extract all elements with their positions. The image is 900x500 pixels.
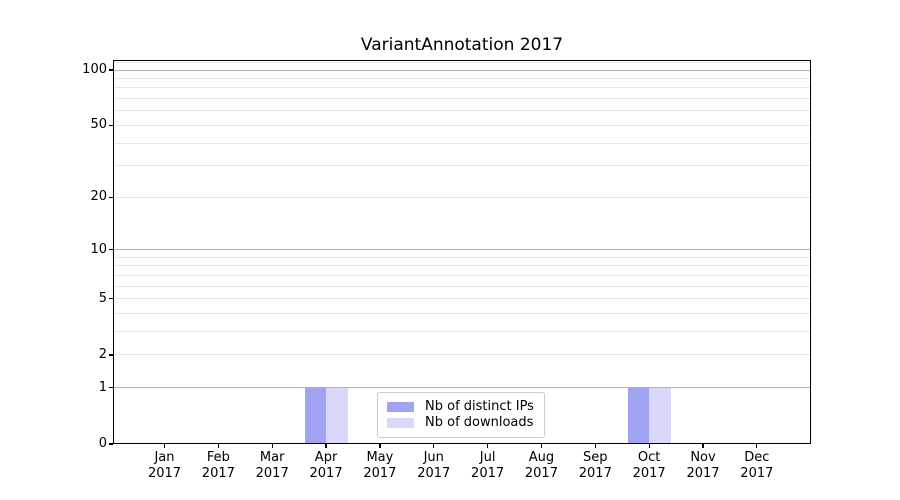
- x-tick-label-mar: Mar 2017: [242, 450, 302, 482]
- x-tick-year: 2017: [632, 466, 666, 481]
- x-tick-month: Dec: [744, 450, 770, 465]
- gridline-minor-5: [113, 298, 811, 300]
- x-tick-month: Apr: [314, 450, 338, 465]
- y-tick-mark-1: [109, 387, 113, 389]
- x-tick-mark-apr: [325, 444, 327, 448]
- legend-item-downloads: Nb of downloads: [387, 416, 536, 430]
- y-tick-mark-20: [109, 196, 113, 198]
- x-tick-year: 2017: [578, 466, 612, 481]
- y-tick-label-100: 100: [82, 62, 107, 78]
- x-tick-label-jan: Jan 2017: [135, 450, 195, 482]
- x-tick-label-apr: Apr 2017: [296, 450, 356, 482]
- x-tick-label-feb: Feb 2017: [188, 450, 248, 482]
- x-tick-label-dec: Dec 2017: [727, 450, 787, 482]
- x-tick-label-nov: Nov 2017: [673, 450, 733, 482]
- legend-label-distinct-ips: Nb of distinct IPs: [425, 399, 534, 414]
- gridline-minor-60: [113, 110, 811, 112]
- x-tick-month: Aug: [528, 450, 555, 465]
- y-tick-label-50: 50: [90, 117, 107, 133]
- gridline-minor-80: [113, 87, 811, 89]
- x-tick-month: Jun: [423, 450, 444, 465]
- x-tick-year: 2017: [524, 466, 558, 481]
- x-tick-mark-mar: [271, 444, 273, 448]
- x-tick-year: 2017: [471, 466, 505, 481]
- y-tick-label-20: 20: [90, 189, 107, 205]
- gridline-minor-110: [113, 61, 811, 63]
- x-tick-month: Jul: [479, 450, 496, 465]
- gridline-minor-6: [113, 285, 811, 287]
- x-tick-month: Mar: [259, 450, 285, 465]
- x-tick-month: May: [366, 450, 394, 465]
- x-tick-label-jul: Jul 2017: [458, 450, 518, 482]
- x-tick-month: Nov: [690, 450, 716, 465]
- chart-title: VariantAnnotation 2017: [360, 35, 564, 55]
- x-tick-mark-aug: [540, 444, 543, 448]
- x-tick-month: Jan: [154, 450, 175, 465]
- gridline-major-100: [113, 69, 811, 71]
- y-tick-mark-5: [109, 298, 113, 300]
- gridline-minor-50: [113, 124, 811, 126]
- x-tick-label-oct: Oct 2017: [619, 450, 679, 482]
- x-tick-mark-nov: [702, 444, 704, 448]
- y-tick-label-0: 0: [98, 436, 107, 451]
- x-tick-year: 2017: [686, 466, 720, 481]
- x-tick-label-jun: Jun 2017: [404, 450, 464, 482]
- legend-swatch-distinct-ips: [387, 402, 414, 412]
- x-tick-mark-dec: [756, 444, 758, 448]
- gridline-minor-7: [113, 274, 811, 276]
- x-tick-mark-oct: [648, 444, 650, 448]
- x-tick-mark-sep: [594, 444, 596, 448]
- x-tick-mark-jan: [163, 444, 166, 448]
- gridline-minor-30: [113, 165, 811, 167]
- legend: Nb of distinct IPs Nb of downloads: [377, 392, 545, 438]
- legend-item-distinct-ips: Nb of distinct IPs: [387, 400, 536, 414]
- y-tick-mark-100: [109, 69, 113, 71]
- x-tick-mark-jun: [433, 444, 435, 448]
- gridline-minor-20: [113, 196, 811, 198]
- gridline-minor-70: [113, 98, 811, 100]
- x-tick-month: Sep: [583, 450, 608, 465]
- x-tick-month: Oct: [637, 450, 661, 465]
- x-tick-month: Feb: [206, 450, 230, 465]
- x-tick-mark-feb: [217, 444, 219, 448]
- gridline-minor-4: [113, 313, 811, 315]
- x-tick-year: 2017: [147, 466, 182, 481]
- bar-distinct-ips-apr: [304, 387, 327, 444]
- x-tick-year: 2017: [363, 466, 397, 481]
- gridline-minor-40: [113, 142, 811, 144]
- bar-downloads-apr: [326, 387, 348, 444]
- x-tick-year: 2017: [255, 466, 289, 481]
- x-tick-year: 2017: [417, 466, 451, 481]
- x-tick-label-sep: Sep 2017: [565, 450, 625, 482]
- x-tick-mark-may: [379, 444, 381, 448]
- y-tick-label-1: 1: [98, 379, 107, 395]
- y-tick-mark-50: [109, 124, 113, 127]
- y-tick-mark-10: [109, 249, 113, 251]
- x-tick-label-aug: Aug 2017: [511, 450, 571, 482]
- y-tick-label-10: 10: [90, 241, 107, 257]
- gridline-major-1: [113, 387, 811, 389]
- legend-swatch-downloads: [387, 418, 414, 428]
- gridline-major-10: [113, 249, 811, 251]
- x-tick-label-may: May 2017: [350, 450, 410, 482]
- x-tick-year: 2017: [309, 466, 343, 481]
- gridline-minor-3: [113, 331, 811, 333]
- gridline-minor-8: [113, 265, 811, 267]
- x-tick-year: 2017: [201, 466, 235, 481]
- x-tick-mark-jul: [486, 444, 489, 448]
- bar-downloads-oct: [649, 387, 671, 444]
- gridline-minor-2: [113, 354, 811, 356]
- y-tick-label-2: 2: [98, 346, 107, 362]
- y-tick-label-5: 5: [98, 290, 107, 306]
- x-tick-year: 2017: [740, 466, 774, 481]
- y-tick-mark-2: [109, 354, 113, 356]
- gridline-minor-9: [113, 256, 811, 258]
- legend-label-downloads: Nb of downloads: [425, 415, 534, 430]
- gridline-minor-90: [113, 77, 811, 79]
- y-tick-mark-0: [109, 443, 113, 445]
- bar-distinct-ips-oct: [627, 387, 650, 444]
